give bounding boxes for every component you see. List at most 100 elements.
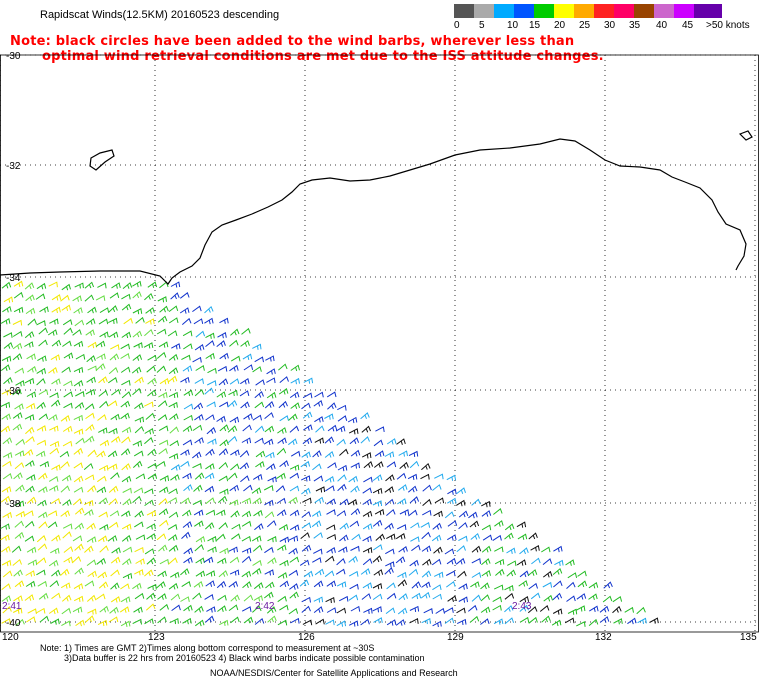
- wind-barb: [565, 559, 575, 566]
- wind-barb: [599, 605, 610, 613]
- wind-barb: [290, 377, 300, 385]
- wind-barb: [411, 581, 422, 589]
- wind-barb: [409, 605, 420, 612]
- wind-barb: [363, 476, 373, 483]
- wind-barb: [386, 533, 396, 540]
- wind-barb: [158, 544, 168, 552]
- wind-barb: [386, 582, 396, 590]
- wind-barb: [219, 317, 229, 324]
- wind-barb: [301, 451, 311, 458]
- wind-barb: [303, 570, 314, 578]
- wind-barb: [458, 510, 469, 518]
- wind-barb: [26, 546, 37, 554]
- wind-barb: [207, 438, 217, 445]
- wind-barb: [87, 449, 97, 457]
- wind-barb: [230, 328, 240, 336]
- wind-barb: [564, 617, 575, 624]
- wind-barb: [84, 294, 95, 302]
- wind-barb: [324, 450, 335, 458]
- wind-barb: [336, 581, 347, 588]
- wind-barb: [337, 474, 347, 482]
- wind-barb: [134, 416, 144, 423]
- wind-barb: [122, 572, 133, 580]
- wind-barb: [421, 570, 432, 578]
- wind-barb: [183, 547, 193, 555]
- wind-barb: [265, 355, 275, 362]
- wind-barb: [337, 483, 347, 492]
- wind-barb: [242, 581, 252, 589]
- wind-barb: [362, 582, 373, 589]
- wind-barb: [60, 294, 70, 302]
- wind-barb: [336, 558, 346, 566]
- wind-barb: [158, 425, 169, 432]
- wind-barb: [458, 583, 468, 590]
- wind-barb: [181, 509, 192, 517]
- wind-barb: [336, 438, 346, 446]
- wind-barb: [313, 596, 324, 603]
- wind-barb: [363, 461, 374, 469]
- wind-barb: [458, 522, 468, 530]
- wind-barb: [372, 519, 383, 527]
- wind-barb: [26, 353, 36, 360]
- wind-barb: [348, 570, 359, 577]
- wind-barb: [252, 343, 262, 350]
- wind-barb: [543, 594, 553, 602]
- wind-barb: [289, 509, 300, 517]
- wind-barb: [240, 401, 250, 409]
- wind-barb: [37, 580, 48, 587]
- wind-barb: [290, 364, 300, 372]
- wind-barb: [399, 509, 410, 516]
- wind-barb: [99, 307, 110, 314]
- wind-barb: [204, 472, 215, 480]
- wind-barb: [157, 296, 167, 303]
- wind-barb: [469, 520, 480, 528]
- wind-barb: [253, 509, 263, 517]
- wind-barb: [38, 389, 49, 395]
- wind-barb: [1, 583, 11, 590]
- wind-barb: [314, 437, 324, 444]
- wind-barb: [108, 616, 119, 623]
- wind-barb: [432, 584, 442, 591]
- wind-barb: [134, 510, 144, 518]
- wind-barb: [24, 594, 35, 601]
- wind-barb: [63, 352, 74, 359]
- wind-barb: [241, 535, 252, 542]
- wind-barb: [267, 557, 277, 564]
- color-swatch: [634, 4, 654, 18]
- wind-barb: [589, 605, 599, 613]
- wind-barb: [299, 559, 310, 566]
- wind-barb: [239, 462, 250, 470]
- wind-barb: [348, 428, 359, 435]
- wind-barb: [398, 593, 408, 601]
- wind-barb: [504, 617, 515, 625]
- wind-barb: [204, 317, 214, 325]
- wind-barb: [99, 605, 109, 613]
- wind-barb: [36, 535, 47, 543]
- wind-barb: [444, 607, 454, 613]
- wind-barb: [72, 498, 83, 506]
- wind-barb: [120, 596, 131, 603]
- wind-barb: [168, 488, 178, 495]
- wind-barb: [408, 450, 419, 457]
- wind-barb: [313, 606, 324, 613]
- wind-barb: [372, 487, 383, 495]
- wind-barb: [98, 497, 109, 505]
- wind-barb: [73, 447, 83, 455]
- latitude-label: -30: [6, 51, 21, 62]
- wind-barb: [241, 437, 252, 444]
- wind-barb: [551, 619, 562, 627]
- color-scale-label: 0: [454, 20, 460, 31]
- wind-barb: [481, 558, 491, 566]
- wind-barb: [288, 535, 299, 542]
- wind-barb: [241, 547, 252, 554]
- wind-barb: [156, 581, 166, 589]
- wind-barb: [327, 424, 338, 432]
- wind-barb: [50, 497, 61, 505]
- wind-barb: [241, 497, 252, 504]
- wind-barb: [36, 557, 47, 565]
- wind-barb: [99, 439, 110, 447]
- wind-barb: [144, 328, 154, 337]
- wind-barb: [48, 476, 59, 482]
- wind-barb: [99, 400, 109, 409]
- wind-barb: [25, 580, 36, 588]
